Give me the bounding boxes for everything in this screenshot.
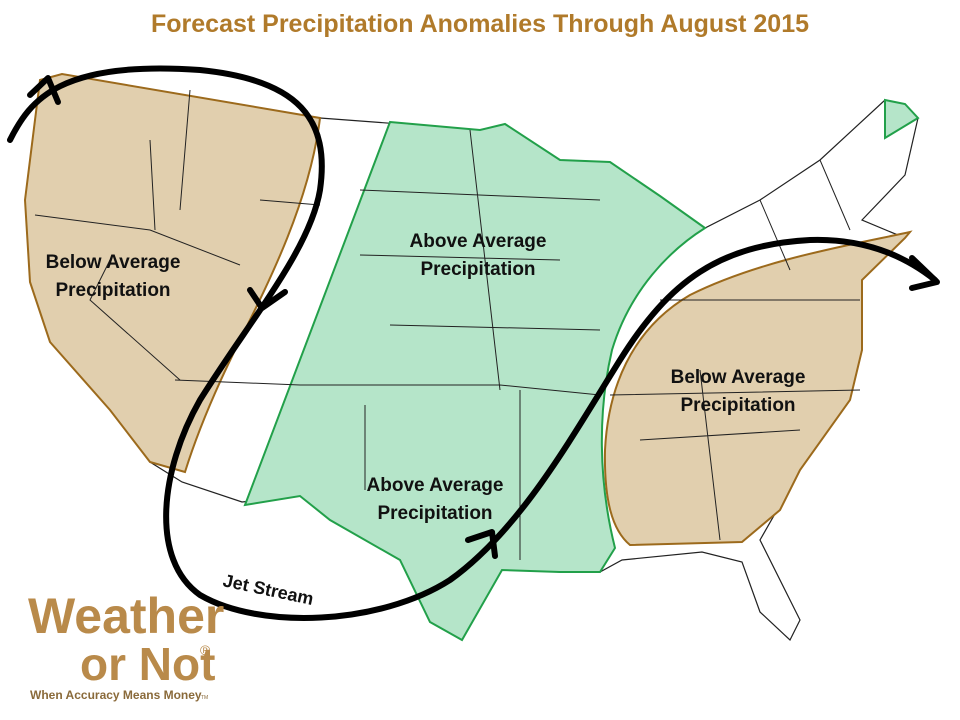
region-label: Below Average xyxy=(46,252,181,273)
region-label: Precipitation xyxy=(55,280,170,301)
logo-tagline: When Accuracy Means Money xyxy=(30,688,202,702)
region-label: Above Average xyxy=(410,231,547,252)
region-label: Precipitation xyxy=(420,259,535,280)
logo-name: or Not xyxy=(80,638,215,690)
state-lines xyxy=(34,89,861,560)
maine-green xyxy=(884,98,920,140)
region-label: Below Average xyxy=(671,367,806,388)
jet-stream-label: Jet Stream xyxy=(221,570,315,609)
title: Forecast Precipitation Anomalies Through… xyxy=(151,10,809,38)
region-label: Above Average xyxy=(367,475,504,496)
region-label: Precipitation xyxy=(377,503,492,524)
logo-trademark: TM xyxy=(201,695,208,701)
logo-name: Weather xyxy=(28,588,224,644)
jet-arrows xyxy=(27,75,940,559)
logo-registered: ® xyxy=(200,642,211,658)
region-label: Precipitation xyxy=(680,395,795,416)
below-average-southeast xyxy=(603,230,913,547)
jet-stream xyxy=(7,65,938,621)
above-average-central xyxy=(243,120,707,642)
